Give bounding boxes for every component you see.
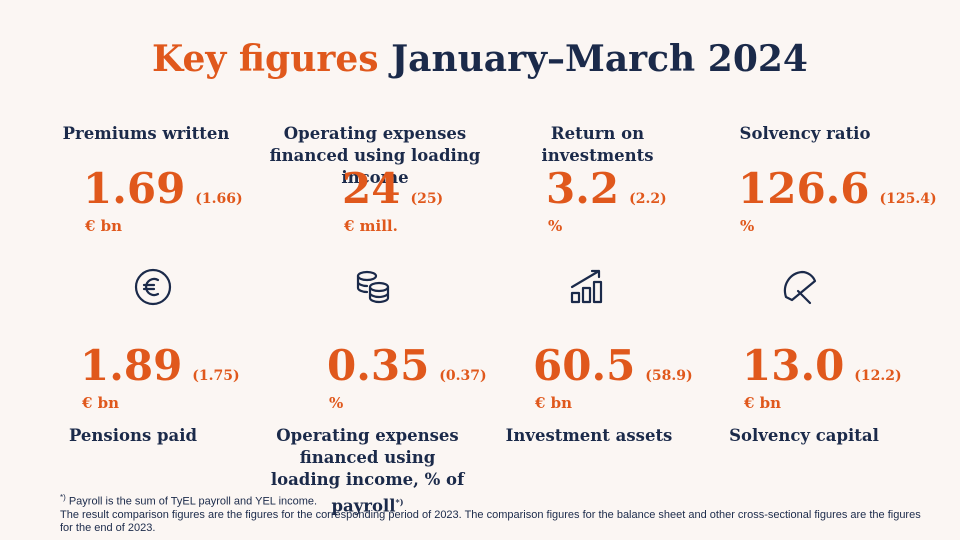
title: Key figures January–March 2024 xyxy=(0,38,960,80)
metric-unit: % xyxy=(548,217,563,235)
metric-value-row: 0.35 (0.37) xyxy=(327,341,487,390)
footnote-note: Payroll is the sum of TyEL payroll and Y… xyxy=(68,495,318,508)
metric-label: Investment assets xyxy=(499,425,679,447)
metric-comparison: (1.66) xyxy=(195,191,243,207)
metric-value-row: 60.5 (58.9) xyxy=(533,341,693,390)
metric-label-text: Return on investments xyxy=(541,124,654,165)
metric-comparison: (12.2) xyxy=(854,368,902,384)
metric-label-text: Solvency ratio xyxy=(739,124,871,143)
metric-comparison: (58.9) xyxy=(645,368,693,384)
metric-unit: € bn xyxy=(744,394,782,412)
growth-icon xyxy=(570,269,603,304)
metric-value: 1.89 xyxy=(80,341,183,390)
metric-value-row: 126.6 (125.4) xyxy=(738,164,937,213)
metric-value: 60.5 xyxy=(533,341,636,390)
metric-comparison: (25) xyxy=(410,191,444,207)
metric-value: 24 xyxy=(342,164,401,213)
metric-value: 0.35 xyxy=(327,341,430,390)
title-rest: January–March 2024 xyxy=(391,38,808,80)
metric-unit: € mill. xyxy=(344,217,398,235)
metric-label: Solvency ratio xyxy=(730,123,880,145)
metric-label-text: Investment assets xyxy=(505,426,673,445)
metric-value-row: 1.89 (1.75) xyxy=(80,341,240,390)
metric-label: Operating expenses financed using loadin… xyxy=(270,425,465,518)
metric-value-row: 24 (25) xyxy=(342,164,443,213)
metric-value: 3.2 xyxy=(546,164,620,213)
metric-unit: € bn xyxy=(85,217,123,235)
metric-comparison: (1.75) xyxy=(192,368,240,384)
metric-label: Operating expenses financed using loadin… xyxy=(245,123,505,189)
metric-unit: % xyxy=(740,217,755,235)
metric-value: 13.0 xyxy=(742,341,845,390)
metric-value-row: 13.0 (12.2) xyxy=(742,341,902,390)
metric-unit: € bn xyxy=(82,394,120,412)
footnote: *) Payroll is the sum of TyEL payroll an… xyxy=(60,491,930,535)
metric-value-row: 1.69 (1.66) xyxy=(83,164,243,213)
footnote-text: The result comparison figures are the fi… xyxy=(60,508,921,534)
footnote-marker: *) xyxy=(60,493,66,502)
metric-label: Premiums written xyxy=(56,123,236,145)
metric-label-text: Pensions paid xyxy=(68,426,198,445)
metric-label-note: *) xyxy=(395,497,404,507)
metric-label-text: Operating expenses financed using loadin… xyxy=(270,426,465,516)
metric-label-text: Solvency capital xyxy=(729,426,879,445)
metric-unit: € bn xyxy=(535,394,573,412)
metric-label-text: Operating expenses financed using loadin… xyxy=(269,124,481,187)
metric-comparison: (2.2) xyxy=(629,191,667,207)
euro-icon xyxy=(134,268,172,306)
metric-value-row: 3.2 (2.2) xyxy=(546,164,667,213)
metric-comparison: (0.37) xyxy=(439,368,487,384)
metric-value: 126.6 xyxy=(738,164,870,213)
metric-label: Return on investments xyxy=(530,123,665,167)
metric-label: Pensions paid xyxy=(53,425,213,447)
metric-label-text: Premiums written xyxy=(62,124,230,143)
umbrella-icon xyxy=(783,270,817,305)
metric-value: 1.69 xyxy=(83,164,186,213)
metric-unit: % xyxy=(329,394,344,412)
metric-label: Solvency capital xyxy=(724,425,884,447)
metric-comparison: (125.4) xyxy=(879,191,937,207)
title-highlight: Key figures xyxy=(152,38,379,80)
coins-icon xyxy=(356,270,390,304)
